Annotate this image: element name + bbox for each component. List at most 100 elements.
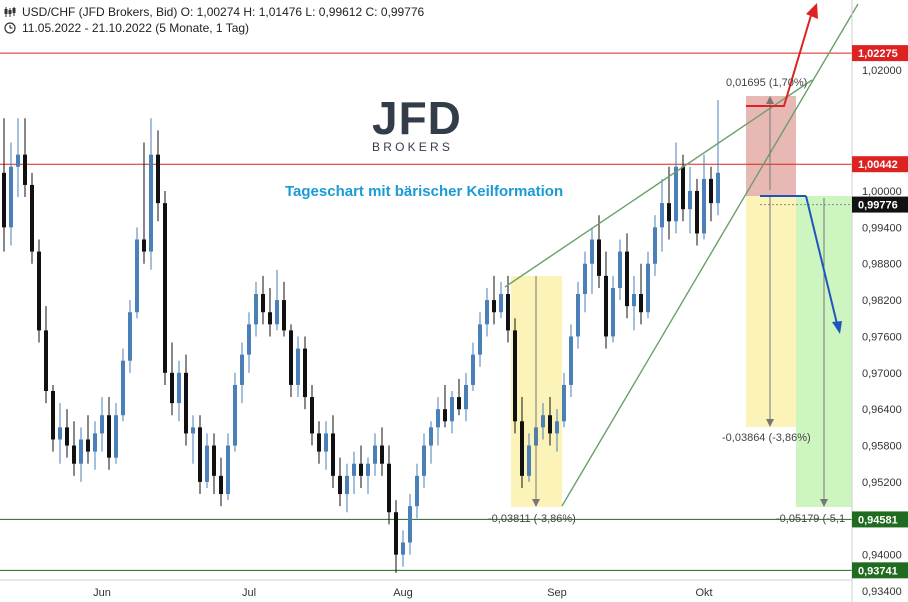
candle-body [156, 154, 160, 204]
candle-body [51, 391, 55, 440]
level-badge-3-label: 0,93741 [858, 565, 898, 577]
chart-header: USD/CHF (JFD Brokers, Bid) O: 1,00274 H:… [4, 4, 424, 36]
y-axis: 1,02000 1,00000 0,99400 0,98800 0,98200 0,976… [851, 0, 902, 602]
y-tick-label: 0,94000 [862, 550, 902, 562]
x-tick-label: Sep [547, 587, 567, 599]
downside-annotation: -0,03864 (-3,86%) [722, 432, 811, 444]
sep-annotation: -0,03811 (-3,86%) [488, 513, 576, 525]
candle-body [499, 294, 503, 313]
candle-body [394, 512, 398, 555]
candle-body [492, 300, 496, 313]
candle-body [23, 154, 27, 185]
candle-body [681, 166, 685, 210]
candle-body [212, 445, 216, 476]
candle-body [695, 191, 699, 234]
y-tick-label: 0,96400 [862, 404, 902, 416]
candle-body [121, 360, 125, 416]
candle-body [632, 294, 636, 307]
candle-body [58, 427, 62, 440]
candle-body [548, 415, 552, 434]
candle-body [331, 433, 335, 476]
candle-body [345, 475, 349, 495]
candle-body [184, 372, 188, 434]
candle-body [226, 445, 230, 495]
level-badge-0-label: 1,02275 [858, 48, 898, 60]
candle-body [170, 372, 174, 404]
candle-body [114, 415, 118, 458]
candle-body [177, 372, 181, 404]
candle-body [604, 275, 608, 337]
candle-body [520, 421, 524, 476]
candle-body [436, 409, 440, 428]
candle-body [254, 294, 258, 325]
level-badge-1-label: 1,00442 [858, 159, 898, 171]
wedge-lower-line [561, 3, 859, 507]
y-tick-label: 0,97600 [862, 331, 902, 343]
candle-body [541, 415, 545, 428]
candle-body [317, 433, 321, 452]
candle-body [464, 384, 468, 410]
sep-measure-arrow [532, 499, 540, 507]
levels-layer [0, 52, 852, 571]
candle-body [107, 415, 111, 458]
zones-layer [511, 96, 852, 507]
x-axis: Jun Jul Aug Sep Okt [0, 579, 852, 599]
candle-body [513, 330, 517, 422]
candle-body [149, 154, 153, 252]
candle-body [163, 203, 167, 373]
candle-body [72, 445, 76, 464]
candle-body [352, 463, 356, 476]
candle-body [219, 475, 223, 495]
candle-body [135, 239, 139, 313]
candle-body [37, 251, 41, 331]
candle-body [387, 463, 391, 513]
candle-body [289, 330, 293, 385]
candle-body [401, 542, 405, 555]
candle-body [268, 312, 272, 325]
candle-body [527, 445, 531, 476]
candlestick-icon[interactable] [4, 6, 16, 18]
blue-arrow-head [832, 321, 842, 334]
candle-body [485, 300, 489, 325]
candle-body [380, 445, 384, 464]
candle-body [44, 330, 48, 391]
instrument-info: USD/CHF (JFD Brokers, Bid) O: 1,00274 H:… [22, 5, 425, 19]
candle-body [191, 427, 195, 434]
candle-body [569, 336, 573, 385]
candle-body [366, 463, 370, 476]
y-tick-label: 0,95200 [862, 477, 902, 489]
candle-body [240, 354, 244, 385]
y-tick-label: 1,02000 [862, 65, 902, 77]
candle-body [128, 312, 132, 361]
candle-body [310, 397, 314, 434]
level-badge-0-bg [852, 45, 908, 62]
candle-body [674, 166, 678, 222]
extended-annotation: -0,05179 (-5,1 [776, 513, 845, 525]
candle-body [611, 287, 615, 337]
upside-annotation: 0,01695 (1,70%) [726, 77, 807, 89]
candle-body [457, 397, 461, 410]
candle-body [93, 433, 97, 452]
candle-body [688, 191, 692, 210]
candle-body [16, 154, 20, 167]
candle-body [2, 172, 6, 228]
candle-body [450, 397, 454, 422]
candle-body [205, 445, 209, 482]
candle-body [583, 263, 587, 295]
clock-icon[interactable] [4, 22, 16, 34]
candle-body [667, 203, 671, 222]
candle-body [618, 251, 622, 288]
candle-body [324, 433, 328, 452]
level-badges: 1,02275 1,00442 0,94581 0,93741 0,99776 [852, 45, 908, 579]
candle-body [429, 427, 433, 446]
candle-body [373, 445, 377, 464]
candle-body [65, 427, 69, 446]
candle-body [303, 348, 307, 398]
logo-sub: BROKERS [372, 140, 453, 154]
candle-body [716, 172, 720, 204]
candle-body [597, 239, 601, 276]
chart-title: Tageschart mit bärischer Keilformation [285, 183, 563, 200]
downside-target-zone [746, 196, 796, 427]
range-row: 11.05.2022 - 21.10.2022 (5 Monate, 1 Tag… [4, 20, 424, 36]
